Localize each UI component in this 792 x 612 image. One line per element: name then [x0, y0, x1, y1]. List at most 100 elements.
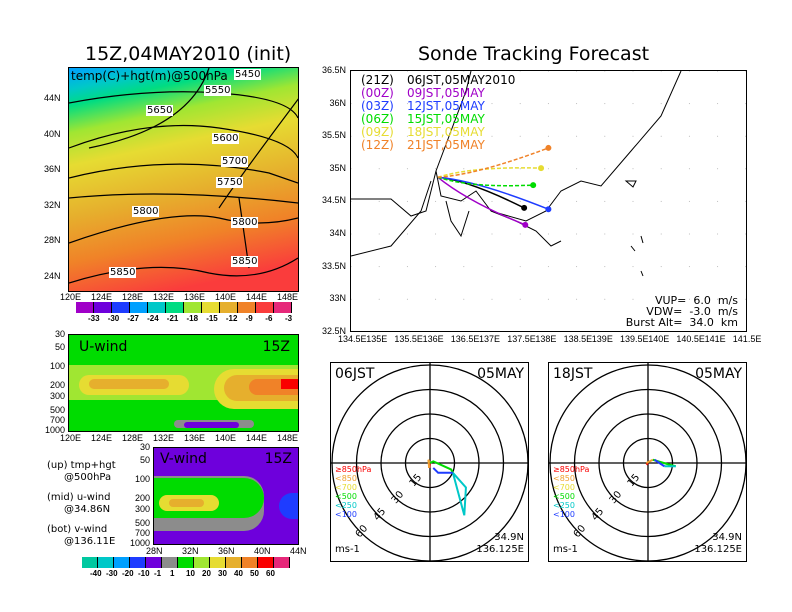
colorbar-swatch [210, 557, 226, 568]
hodo-time: 18JST [553, 366, 593, 382]
legend-utc: (03Z) [361, 99, 394, 113]
lon-tick: 138E [535, 334, 557, 344]
sonde-param: Burst Alt= 34.0 km [625, 316, 738, 329]
grid-dot [688, 135, 690, 137]
lon-tick: 140E [215, 433, 237, 443]
grid-dot [604, 71, 606, 72]
colorbar-swatch [242, 557, 258, 568]
vwind-field [279, 493, 298, 519]
grid-dot [519, 168, 521, 170]
grid-dot [406, 103, 408, 105]
colorbar-label: -9 [245, 314, 253, 323]
grid-dot [491, 266, 493, 268]
hodo-legend-item: <250 [335, 501, 357, 510]
grid-dot [576, 200, 578, 202]
hodo-date: 05MAY [695, 366, 742, 382]
grid-dot [688, 266, 690, 268]
grid-dot [406, 200, 408, 202]
grid-dot [688, 103, 690, 105]
grid-dot [491, 71, 493, 72]
hodo-legend-item: ≥850hPa [553, 465, 590, 474]
grid-dot [660, 200, 662, 202]
left-title: 15Z,04MAY2010 (init) [85, 43, 292, 65]
contour-label: 5750 [216, 177, 244, 188]
contour-label: 5700 [221, 156, 249, 167]
colorbar-swatch [258, 557, 274, 568]
hodo-unit: ms-1 [335, 544, 360, 555]
grid-dot [351, 266, 352, 268]
legend-jst: 21JST,05MAY [407, 138, 485, 152]
colorbar-label: -3 [285, 314, 293, 323]
colorbar-swatch [76, 302, 94, 313]
legend-item: (06Z) 15JST,05MAY [361, 113, 515, 126]
legend-jst: 06JST,05MAY2010 [407, 73, 516, 87]
colorbar-label: -27 [127, 314, 139, 323]
lon-tick: 139.5E [620, 334, 649, 344]
grid-dot [351, 200, 352, 202]
colorbar-label: 60 [266, 569, 275, 578]
grid-dot [519, 266, 521, 268]
grid-dot [688, 233, 690, 235]
lon-tick: 135.5E [394, 334, 423, 344]
grid-dot [378, 200, 380, 202]
colorbar-label: -33 [88, 314, 100, 323]
grid-dot [688, 298, 690, 300]
grid-dot [519, 71, 521, 72]
grid-dot [463, 298, 465, 300]
colorbar-swatch [184, 302, 202, 313]
grid-dot [351, 71, 352, 72]
grid-dot [632, 233, 634, 235]
grid-dot [632, 298, 634, 300]
sonde-param: VUP= 6.0 m/s [654, 294, 738, 307]
grid-dot [576, 266, 578, 268]
sonde-params: VUP= 6.0 m/s VDW= -3.0 m/s Burst Alt= 34.0… [626, 295, 738, 328]
grid-dot [660, 298, 662, 300]
grid-dot [463, 266, 465, 268]
grid-dot [491, 135, 493, 137]
temp-colorbar [76, 302, 292, 313]
sonde-track [437, 147, 549, 179]
hodo-time: 06JST [335, 366, 375, 382]
grid-dot [547, 266, 549, 268]
grid-dot [378, 71, 380, 72]
hodo-lon: 136.125E [694, 544, 742, 555]
track-map: (21Z) 06JST,05MAY2010 (00Z) 09JST,05MAY (03Z… [350, 70, 747, 332]
grid-dot [351, 233, 352, 235]
uwind-time: 15Z [262, 339, 290, 355]
pressure-tick: 300 [49, 391, 65, 401]
contour-label: 5450 [234, 69, 262, 80]
uwind-label: U-wind [79, 339, 128, 355]
pressure-tick: 700 [134, 528, 150, 538]
grid-dot [351, 135, 352, 137]
grid-dot [463, 71, 465, 72]
legend-jst: 12JST,05MAY [407, 99, 485, 113]
grid-dot [576, 298, 578, 300]
grid-dot [435, 135, 437, 137]
legend-jst: 15JST,05MAY [407, 112, 485, 126]
lat-tick: 36N [218, 546, 235, 556]
lon-tick: 141E [704, 334, 726, 344]
hodo-legend-item: <850 [553, 474, 575, 483]
colorbar-swatch [146, 557, 162, 568]
panel-note: @34.86N [64, 504, 111, 515]
lat-tick: 36.5N [321, 65, 346, 75]
grid-dot [491, 298, 493, 300]
grid-dot [435, 168, 437, 170]
lon-tick: 141.5E [732, 334, 762, 344]
contour-label: 5850 [109, 267, 137, 278]
grid-dot [406, 266, 408, 268]
grid-dot [435, 298, 437, 300]
pressure-tick: 200 [134, 493, 150, 503]
colorbar-swatch [98, 557, 114, 568]
grid-dot [547, 168, 549, 170]
uwind-panel: U-wind 15Z [68, 334, 299, 432]
grid-dot [660, 233, 662, 235]
grid-dot [717, 266, 719, 268]
lat-tick: 44N [44, 93, 61, 103]
uwind-field [89, 379, 169, 389]
colorbar-swatch [226, 557, 242, 568]
legend-item: (03Z) 12JST,05MAY [361, 100, 515, 113]
grid-dot [463, 103, 465, 105]
grid-dot [688, 200, 690, 202]
pressure-tick: 700 [49, 415, 65, 425]
